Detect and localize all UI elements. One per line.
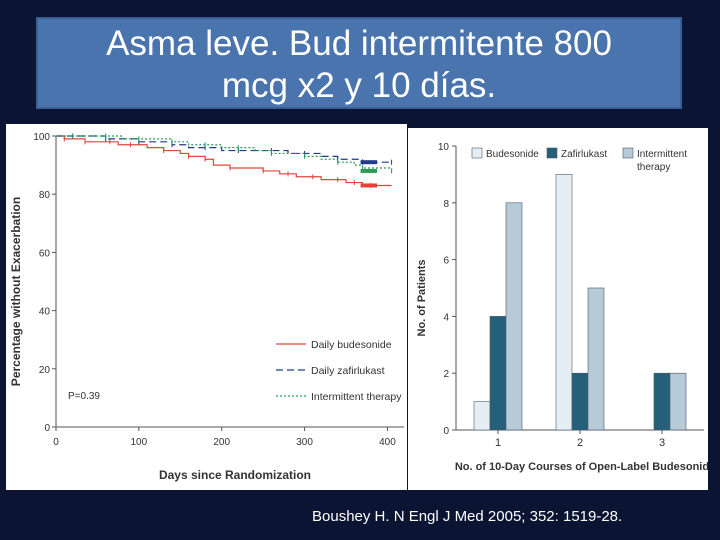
y-tick-label: 0 [443, 426, 449, 437]
p-value-annotation: P=0.39 [68, 391, 100, 402]
citation: Boushey H. N Engl J Med 2005; 352: 1519-… [312, 508, 623, 525]
bar-chart-panel: 0 2 4 6 8 10 1 2 3 No. of 10-Day Courses of Open-… [408, 128, 715, 490]
y-tick-label: 0 [44, 423, 50, 434]
bar-0-1 [555, 174, 573, 431]
x-tick-label: 300 [296, 437, 313, 448]
x-tick-label: 100 [131, 437, 148, 448]
y-tick-label: 4 [443, 312, 449, 323]
series-line-2 [56, 135, 393, 171]
legend-swatch-1 [546, 147, 558, 159]
censor-block [360, 183, 377, 188]
bar-2-2 [669, 372, 687, 431]
legend-label-2: Intermittent therapy [311, 391, 402, 403]
legend-swatch-0 [471, 147, 483, 159]
y-tick-label: 10 [438, 142, 450, 153]
y-tick-label: 20 [39, 365, 51, 376]
survival-chart: 0 20 40 60 80 100 0 100 200 300 400 Days since Rand… [9, 132, 404, 482]
x-tick-label: 2 [577, 437, 583, 449]
x-tick-label: 200 [213, 437, 230, 448]
x-tick-label: 1 [495, 437, 501, 449]
censor-block [360, 160, 377, 165]
legend-label-2: Intermittent therapy [637, 149, 687, 173]
bar-2-1 [587, 287, 605, 431]
y-tick-label: 2 [443, 369, 449, 380]
x-axis-label: No. of 10-Day Courses of Open-Label Bude… [455, 461, 708, 473]
legend-swatch-2 [622, 147, 634, 159]
bar-2-0 [505, 202, 523, 431]
y-tick-label: 8 [443, 199, 449, 210]
y-tick-label: 80 [39, 190, 51, 201]
x-tick-label: 3 [659, 437, 665, 449]
legend-label-1: Zafirlukast [561, 149, 607, 160]
y-axis-label: Percentage without Exacerbation [9, 197, 23, 386]
legend-label-1: Daily zafirlukast [311, 365, 385, 377]
survival-chart-panel: 0 20 40 60 80 100 0 100 200 300 400 Days since Rand… [6, 124, 407, 490]
y-axis-label: No. of Patients [416, 259, 428, 336]
series-line-0 [56, 135, 392, 187]
y-tick-label: 60 [39, 248, 51, 259]
censor-block [360, 168, 377, 173]
y-tick-label: 100 [33, 132, 50, 143]
bar-1-1 [571, 372, 589, 431]
legend-label-0: Budesonide [486, 149, 539, 160]
bar-1-2 [653, 372, 671, 431]
slide-title-line-2: mcg x2 y 10 días. [221, 66, 497, 105]
x-tick-label: 0 [53, 437, 59, 448]
x-tick-label: 400 [379, 437, 396, 448]
x-axis-label: Days since Randomization [159, 468, 311, 482]
slide-title-line-1: Asma leve. Bud intermitente 800 [106, 24, 612, 63]
legend-label-0: Daily budesonide [311, 339, 392, 351]
slide-title-box: Asma leve. Bud intermitente 800 mcg x2 y… [36, 17, 682, 109]
y-tick-label: 6 [443, 256, 449, 267]
y-tick-label: 40 [39, 307, 51, 318]
series-line-1 [56, 135, 392, 163]
bar-0-0 [473, 401, 491, 431]
bar-1-0 [489, 316, 507, 431]
